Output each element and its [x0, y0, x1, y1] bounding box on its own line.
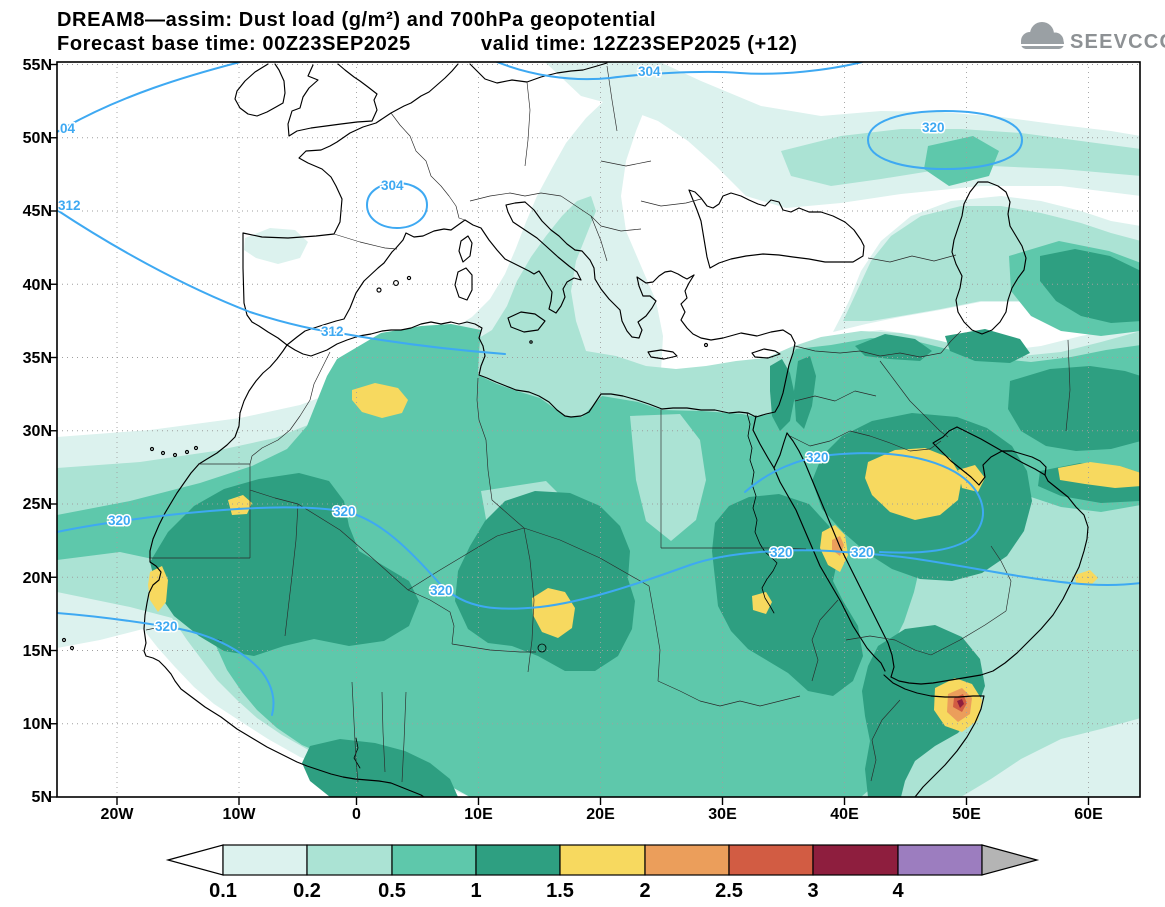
map-plot-area: 04 312 304 304 320 312 320 320 320 320 3… — [57, 62, 1140, 797]
contour-label: 04 — [60, 121, 76, 136]
lat-tick-label: 40N — [23, 277, 52, 294]
contour-label: 312 — [321, 324, 344, 339]
colorbar-segment — [306, 844, 393, 876]
lon-tick-label: 50E — [952, 806, 981, 823]
lon-tick-label: 0 — [352, 806, 361, 823]
colorbar-label: 3 — [807, 880, 818, 902]
geopotential-contours — [57, 62, 1140, 716]
longitude-axis: 20W 10W 0 10E 20E 30E 40E 50E 60E — [101, 806, 1104, 823]
colorbar-label: 4 — [892, 880, 904, 902]
lat-tick-label: 25N — [23, 496, 52, 513]
lat-tick-label: 15N — [23, 643, 52, 660]
contour-label: 312 — [58, 198, 81, 213]
forecast-base-time-text: Forecast base time: 00Z23SEP2025 — [57, 33, 411, 55]
geopotential-contour-labels: 04 312 304 304 320 312 320 320 320 320 3… — [57, 63, 946, 636]
colorbar-label: 1.5 — [546, 880, 574, 902]
lon-tick-label: 60E — [1074, 806, 1103, 823]
colorbar-under-arrow — [165, 844, 224, 876]
colorbar-segment — [559, 844, 646, 876]
contour-label: 320 — [922, 120, 945, 135]
contour-label: 320 — [770, 545, 793, 560]
lon-tick-label: 20W — [101, 806, 135, 823]
contour-label: 320 — [806, 450, 829, 465]
lon-tick-label: 20E — [586, 806, 615, 823]
dust-layer-1p5 — [148, 383, 1140, 732]
contour-label: 304 — [638, 64, 661, 79]
colorbar-segment — [475, 844, 561, 876]
colorbar-label: 2 — [639, 880, 650, 902]
colorbar-label: 0.5 — [378, 880, 406, 902]
colorbar-label: 0.2 — [293, 880, 321, 902]
contour-label: 320 — [333, 504, 356, 519]
valid-time-text: valid time: 12Z23SEP2025 (+12) — [481, 33, 798, 55]
dust-layer-1 — [150, 249, 1140, 797]
lat-tick-label: 5N — [32, 789, 52, 806]
lon-tick-label: 30E — [708, 806, 737, 823]
lon-tick-label: 10E — [464, 806, 493, 823]
latitude-axis: 55N 50N 45N 40N 35N 30N 25N 20N 15N 10N … — [23, 57, 52, 806]
colorbar-over-arrow — [981, 844, 1040, 876]
country-borders — [145, 65, 1071, 783]
lat-tick-label: 45N — [23, 203, 52, 220]
colorbar-segment — [222, 844, 308, 876]
contour-label: 304 — [381, 178, 404, 193]
axis-ticks — [49, 63, 1090, 805]
lat-tick-label: 20N — [23, 570, 52, 587]
lat-tick-label: 30N — [23, 423, 52, 440]
contour-label: 320 — [155, 619, 178, 634]
lon-tick-label: 10W — [223, 806, 257, 823]
colorbar: 0.1 0.2 0.5 1 1.5 2 2.5 3 4 — [165, 844, 1040, 902]
lat-tick-label: 50N — [23, 130, 52, 147]
colorbar-segment — [391, 844, 477, 876]
contour-label: 320 — [851, 545, 874, 560]
cloud-icon — [1018, 22, 1067, 51]
dust-layer-3 — [957, 699, 964, 708]
logo-text: SEEVCCC — [1070, 31, 1165, 53]
contour-label: 320 — [108, 513, 131, 528]
colorbar-segment — [644, 844, 730, 876]
lat-tick-label: 35N — [23, 350, 52, 367]
contour-label: 320 — [430, 583, 453, 598]
colorbar-segment — [728, 844, 814, 876]
lat-tick-label: 55N — [23, 57, 52, 74]
colorbar-segment — [812, 844, 899, 876]
coastlines — [61, 62, 1089, 797]
lat-tick-label: 10N — [23, 716, 52, 733]
seevccc-logo: SEEVCCC — [1018, 22, 1165, 53]
colorbar-label: 2.5 — [715, 880, 743, 902]
colorbar-label: 1 — [470, 880, 481, 902]
chart-title: DREAM8—assim: Dust load (g/m²) and 700hP… — [57, 9, 656, 31]
colorbar-segment — [897, 844, 983, 876]
lon-tick-label: 40E — [830, 806, 859, 823]
map-frame — [56, 61, 1141, 798]
colorbar-label: 0.1 — [209, 880, 237, 902]
